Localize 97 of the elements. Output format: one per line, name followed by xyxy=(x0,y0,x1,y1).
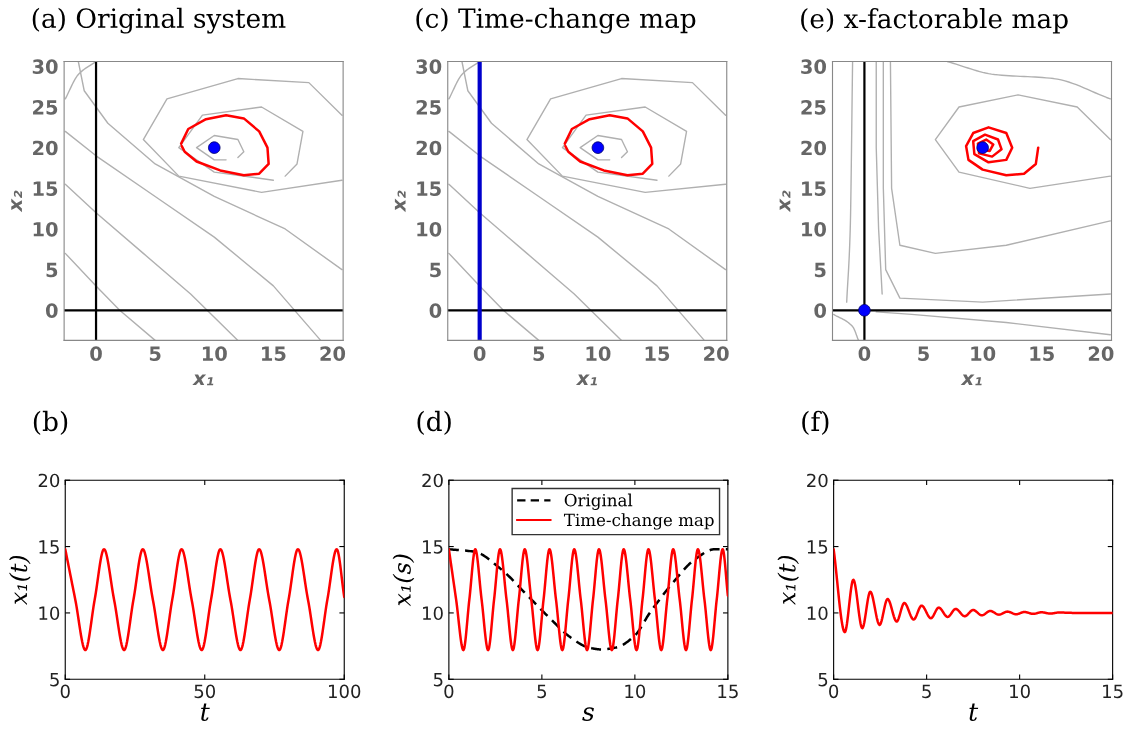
y-tick-label: 15 xyxy=(802,181,826,196)
line-series xyxy=(448,130,705,341)
x-axis-title: x₁ xyxy=(960,374,982,386)
y-tick-label: 25 xyxy=(33,99,58,115)
y-axis-title: x₂ xyxy=(779,190,791,213)
x-tick-label: 0 xyxy=(858,346,871,361)
line-series xyxy=(448,252,540,341)
x-tick-label: 10 xyxy=(971,346,996,361)
line-series xyxy=(563,113,654,177)
y-tick-label: 20 xyxy=(801,140,827,156)
chart-title: (c) Time-change map xyxy=(416,7,696,34)
y-tick-label: 20 xyxy=(422,473,443,488)
y-tick-label: 20 xyxy=(807,473,828,488)
y-tick-label: 10 xyxy=(423,606,443,621)
y-tick-label: 10 xyxy=(39,606,60,621)
line-series xyxy=(178,106,304,181)
line-series xyxy=(964,126,1040,177)
line-series xyxy=(561,106,688,181)
line-series xyxy=(195,134,245,161)
y-axis-title: x₂ xyxy=(394,190,406,213)
y-tick-label: 30 xyxy=(32,59,58,75)
x-tick-label: 0 xyxy=(473,346,486,361)
y-tick-label: 15 xyxy=(423,540,443,554)
x-tick-label: 0 xyxy=(829,684,839,699)
line-series xyxy=(882,61,1112,303)
x-tick-label: 5 xyxy=(918,346,929,361)
line-series xyxy=(64,252,156,341)
line-series xyxy=(64,130,322,341)
y-tick-label: 5 xyxy=(433,672,443,687)
y-tick-label: 10 xyxy=(417,221,442,237)
y-tick-label: 30 xyxy=(801,59,827,75)
x-tick-label: 20 xyxy=(704,346,729,361)
x-tick-label: 10 xyxy=(1010,684,1030,699)
x-axis-title: x₁ xyxy=(575,374,597,386)
x-tick-label: 10 xyxy=(202,346,227,361)
x-tick-label: 0 xyxy=(90,346,102,361)
line-series xyxy=(875,61,883,295)
y-tick-label: 5 xyxy=(430,262,441,278)
x-tick-label: 15 xyxy=(1103,684,1123,699)
y-axis-title: x₁(t) xyxy=(777,555,799,606)
y-tick-label: 15 xyxy=(807,540,828,554)
chart-title: (e) x-factorable map xyxy=(801,8,1068,34)
y-tick-label: 20 xyxy=(416,140,442,156)
y-tick-label: 15 xyxy=(33,181,58,196)
line-series xyxy=(579,134,629,161)
x-tick-label: 15 xyxy=(718,684,738,699)
y-axis-title: x₁(t) xyxy=(9,555,31,606)
x-tick-label: 50 xyxy=(194,684,216,699)
y-axis-title: x₁(s) xyxy=(392,554,415,607)
x-tick-label: 0 xyxy=(60,684,70,699)
y-tick-label: 30 xyxy=(416,59,442,75)
y-tick-label: 15 xyxy=(39,540,59,554)
x-tick-label: 5 xyxy=(537,684,547,699)
x-axis-title: x₁ xyxy=(192,374,214,386)
x-tick-label: 15 xyxy=(262,346,286,361)
x-tick-label: 5 xyxy=(922,684,931,699)
chart-title: (d) xyxy=(417,410,451,436)
y-tick-label: 25 xyxy=(801,99,826,115)
x-tick-label: 15 xyxy=(645,346,670,361)
x-axis-title: t xyxy=(969,703,979,721)
line-series xyxy=(889,61,1112,255)
y-tick-label: 20 xyxy=(33,140,58,156)
y-tick-label: 10 xyxy=(802,221,827,237)
line-series xyxy=(64,183,239,341)
y-tick-label: 0 xyxy=(814,303,827,318)
x-tick-label: 10 xyxy=(625,684,646,699)
x-tick-label: 0 xyxy=(444,684,454,699)
x-tick-label: 20 xyxy=(1088,346,1114,361)
x-tick-label: 5 xyxy=(149,346,161,361)
y-axis-title: x₂ xyxy=(11,190,22,213)
y-tick-label: 25 xyxy=(416,99,441,115)
line-series xyxy=(934,94,1112,190)
legend-label: Time-change map xyxy=(563,513,714,530)
y-tick-label: 0 xyxy=(45,303,58,318)
y-tick-label: 20 xyxy=(38,473,60,488)
y-tick-label: 10 xyxy=(33,221,58,237)
chart-title: (a) Original system xyxy=(32,7,286,34)
line-series xyxy=(875,311,1112,336)
chart-title: (b) xyxy=(33,410,68,436)
y-tick-label: 5 xyxy=(814,262,826,278)
chart-title: (f) xyxy=(802,410,829,436)
y-tick-label: 0 xyxy=(429,303,442,318)
line-series xyxy=(448,183,623,341)
x-axis-title: t xyxy=(201,703,210,721)
x-tick-label: 100 xyxy=(329,684,361,699)
y-tick-label: 15 xyxy=(417,181,441,196)
x-tick-label: 5 xyxy=(533,346,545,361)
x-axis-title: s xyxy=(582,707,594,721)
y-tick-label: 5 xyxy=(50,672,59,687)
y-tick-label: 10 xyxy=(807,606,828,621)
y-tick-label: 5 xyxy=(46,262,58,278)
x-tick-label: 15 xyxy=(1030,346,1054,361)
legend-label: Original xyxy=(564,493,633,510)
y-tick-label: 5 xyxy=(818,672,828,687)
x-tick-label: 20 xyxy=(320,346,346,361)
x-tick-label: 10 xyxy=(586,346,611,361)
line-series xyxy=(179,113,270,177)
